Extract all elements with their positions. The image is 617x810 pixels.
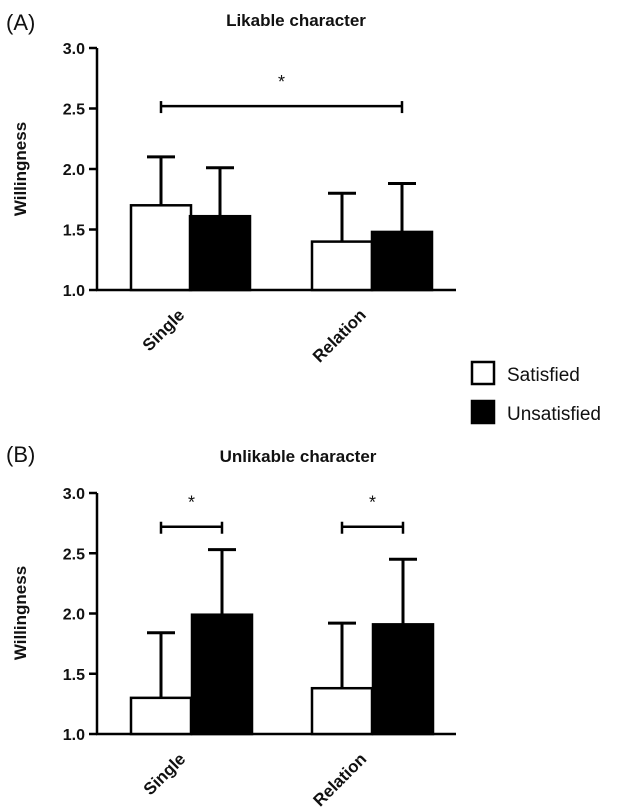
panel-b-letter: (B) [6, 442, 35, 467]
significance-star: * [278, 72, 285, 92]
panel-a-title: Likable character [226, 11, 366, 30]
bar-satisfied-single [129, 696, 193, 736]
category-label: Relation [309, 305, 370, 366]
legend-swatch-satisfied [470, 360, 496, 386]
panel-a-plot: 1.0 1.5 2.0 2.5 3.0 Single Relation * [63, 41, 456, 366]
bar-unsatisfied-single [190, 613, 254, 736]
y-tick-label: 1.5 [63, 667, 85, 684]
legend-label-unsatisfied: Unsatisfied [507, 404, 601, 425]
category-label: Single [140, 749, 190, 799]
bar-satisfied-single [129, 204, 193, 292]
panel-a-letter: (A) [6, 10, 35, 35]
bar-unsatisfied-relation [371, 623, 435, 736]
bar-satisfied-relation [310, 686, 374, 736]
y-tick-label: 3.0 [63, 41, 85, 58]
bar-unsatisfied-relation [370, 230, 434, 292]
panel-b-title: Unlikable character [220, 447, 377, 466]
bar-satisfied-relation [310, 240, 374, 292]
bar-unsatisfied-single [188, 214, 252, 292]
y-tick-label: 2.5 [63, 102, 85, 119]
y-tick-label: 2.0 [63, 162, 85, 179]
y-tick-label: 1.5 [63, 223, 85, 240]
y-tick-label: 1.0 [63, 727, 85, 744]
significance-star: * [369, 493, 376, 513]
panel-b-plot: 1.0 1.5 2.0 2.5 3.0 Single Relation * * [63, 486, 456, 810]
category-label: Relation [309, 749, 370, 810]
panel-a-ylabel: Willingness [11, 122, 30, 216]
category-label: Single [139, 305, 189, 355]
y-tick-label: 3.0 [63, 486, 85, 503]
significance-star: * [188, 493, 195, 513]
legend-swatch-unsatisfied [470, 399, 496, 425]
panel-b-ylabel: Willingness [11, 566, 30, 660]
legend-label-satisfied: Satisfied [507, 365, 580, 386]
legend: Satisfied Unsatisfied [470, 360, 601, 425]
y-tick-label: 1.0 [63, 283, 85, 300]
y-tick-label: 2.0 [63, 607, 85, 624]
y-tick-label: 2.5 [63, 546, 85, 563]
